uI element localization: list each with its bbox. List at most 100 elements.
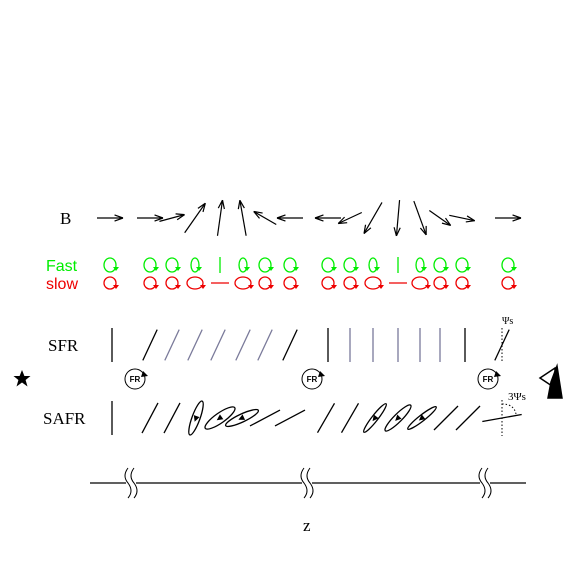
fast-mode-ellipse	[143, 257, 157, 273]
fast-mode-arrowhead	[465, 267, 471, 271]
b-arrow-head	[154, 214, 164, 219]
slow-mode-ellipse	[234, 276, 252, 290]
slow-mode-ellipse	[455, 276, 469, 290]
fast-mode-arrowhead	[331, 267, 337, 271]
b-arrow-shaft	[216, 200, 224, 236]
slow-mode-arrowhead	[200, 285, 206, 289]
slow-mode-ellipse	[411, 276, 429, 290]
slow-mode-arrowhead	[511, 285, 517, 289]
sfr-polarisation	[235, 329, 251, 361]
b-arrow-head	[197, 202, 206, 209]
safr-ellipse	[224, 408, 260, 428]
safr-arrowhead	[418, 414, 426, 421]
b-arrow-shaft	[239, 200, 247, 236]
safr-arrowhead	[216, 414, 224, 421]
b-arrow-shaft	[363, 202, 383, 234]
fast-mode-ellipse	[103, 257, 117, 273]
slow-mode-ellipse	[186, 276, 204, 290]
fast-mode-arrowhead	[268, 267, 274, 271]
safr-ellipse	[384, 404, 412, 432]
safr-polarisation	[141, 402, 159, 434]
z-axis-break	[300, 467, 308, 499]
fr-label: FR	[483, 375, 494, 384]
fast-mode-ellipse	[433, 257, 447, 273]
safr-polarisation	[433, 405, 459, 431]
sfr-polarisation	[210, 329, 226, 361]
fast-mode-ellipse	[190, 257, 200, 273]
sfr-polarisation	[282, 329, 298, 361]
fast-mode-arrowhead	[175, 267, 181, 271]
observer-telescope	[538, 363, 563, 399]
slow-mode-ellipse	[103, 276, 117, 290]
sfr-label: SFR	[48, 336, 79, 355]
slow-mode-arrowhead	[248, 285, 254, 289]
b-arrow-head	[253, 210, 263, 214]
fast-mode-ellipse	[368, 257, 378, 273]
b-arrow-head	[154, 217, 164, 222]
b-arrow-head	[363, 224, 367, 234]
shapes: FR FR FR	[90, 199, 526, 499]
fast-mode-arrowhead	[443, 267, 449, 271]
b-label: B	[60, 209, 71, 228]
fast-mode-ellipse	[321, 257, 335, 273]
b-arrow-head	[314, 214, 324, 219]
slow-mode-arrowhead	[465, 285, 471, 289]
fr-label: FR	[307, 375, 318, 384]
sfr-polarisation	[494, 329, 510, 361]
slow-mode-arrowhead	[175, 285, 181, 289]
slow-mode-ellipse	[501, 276, 515, 290]
slow-mode-arrowhead	[293, 285, 299, 289]
b-arrow-head	[338, 222, 348, 225]
fast-mode-ellipse	[343, 257, 357, 273]
b-arrow-head	[512, 214, 522, 219]
fr-circle	[477, 368, 499, 390]
b-arrow-shaft	[449, 214, 475, 222]
b-arrow-head	[466, 215, 476, 222]
slow-mode-ellipse	[364, 276, 382, 290]
b-arrow-head	[114, 214, 124, 219]
b-arrow-head	[239, 199, 245, 209]
fast-label: Fast	[46, 258, 78, 275]
b-arrow-head	[114, 217, 124, 222]
fr-circle	[124, 368, 146, 390]
safr-arrowhead	[372, 414, 379, 422]
fast-mode-arrowhead	[353, 267, 359, 271]
fast-mode-ellipse	[238, 257, 248, 273]
safr-ellipse	[407, 406, 437, 430]
b-arrow-shaft	[253, 210, 277, 226]
fast-mode-arrowhead	[113, 267, 119, 271]
b-arrow-head	[176, 214, 185, 221]
slow-mode-ellipse	[433, 276, 447, 290]
fast-mode-arrowhead	[196, 267, 202, 271]
slow-label: slow	[46, 276, 78, 293]
b-arrow-shaft	[429, 210, 451, 226]
star-source	[13, 370, 31, 387]
b-arrow-head	[276, 214, 286, 219]
z-label: z	[303, 516, 311, 535]
slow-mode-ellipse	[143, 276, 157, 290]
b-arrow-head	[276, 217, 286, 222]
slow-mode-arrowhead	[353, 285, 359, 289]
safr-polarisation	[163, 402, 181, 434]
z-axis-break	[306, 467, 314, 499]
slow-mode-arrowhead	[268, 285, 274, 289]
safr-ellipse	[204, 406, 236, 430]
fast-mode-arrowhead	[244, 267, 250, 271]
b-arrow-head	[217, 199, 224, 209]
b-arrow-shaft	[159, 214, 185, 222]
slow-mode-ellipse	[321, 276, 335, 290]
fast-mode-ellipse	[455, 257, 469, 273]
slow-mode-arrowhead	[425, 285, 431, 289]
safr-polarisation	[340, 402, 360, 434]
b-arrow-head	[512, 217, 522, 222]
safr-ellipse	[188, 400, 204, 436]
z-axis-break	[124, 467, 132, 499]
slow-mode-ellipse	[258, 276, 272, 290]
safr-polarisation	[455, 405, 481, 431]
slow-mode-arrowhead	[378, 285, 384, 289]
fr-circle	[301, 368, 323, 390]
b-arrow-head	[202, 203, 206, 213]
slow-mode-ellipse	[343, 276, 357, 290]
safr-polarisation	[316, 402, 336, 434]
